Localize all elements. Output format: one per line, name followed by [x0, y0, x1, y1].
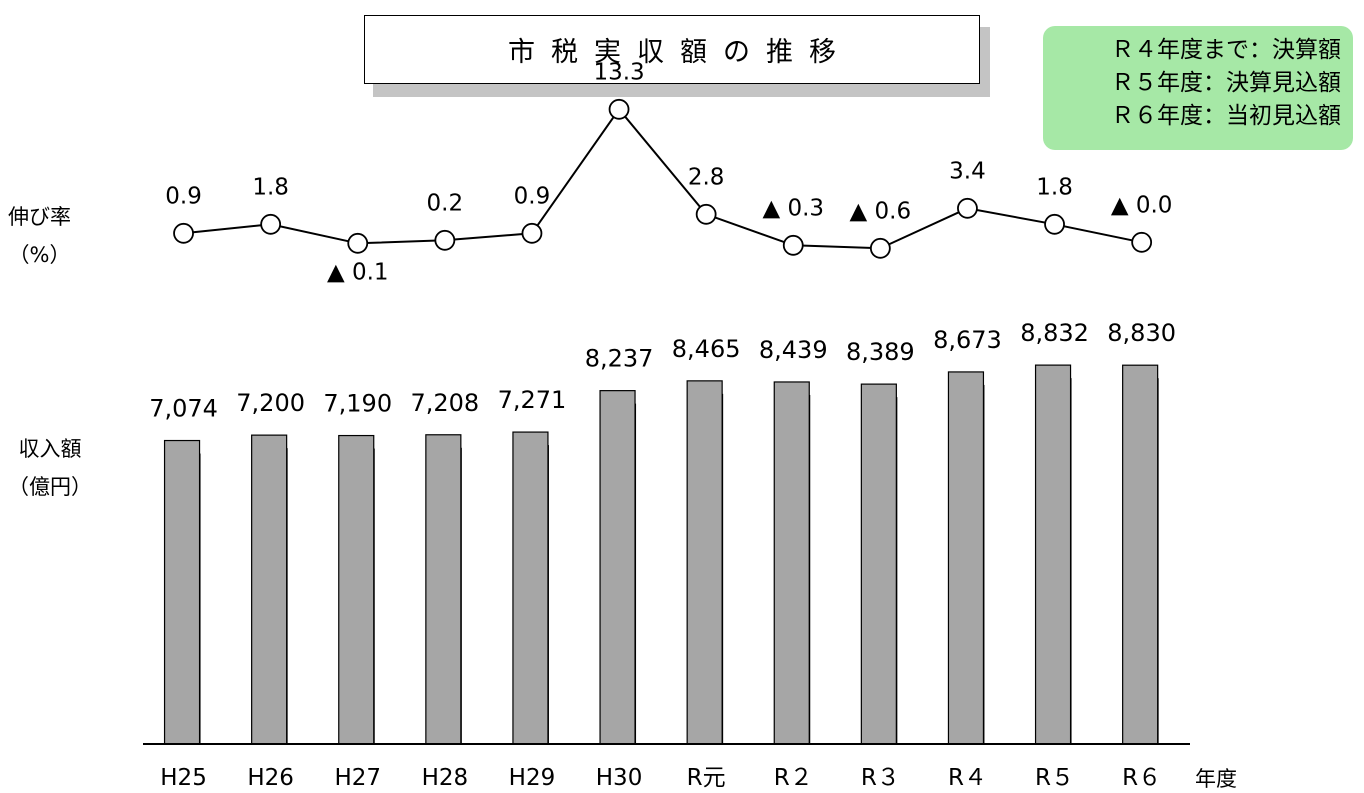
bar [251, 434, 288, 745]
growth-point [695, 203, 717, 225]
bar-value-label: 8,389 [846, 338, 915, 366]
bar [686, 380, 723, 745]
x-tick-label: R６ [1122, 765, 1161, 791]
bar [947, 371, 985, 745]
growth-value-label: 1.8 [252, 174, 289, 200]
bar [773, 381, 810, 745]
growth-value-label: 2.8 [688, 164, 725, 190]
growth-value-label: 3.4 [949, 158, 986, 184]
amount-axis-label-line1: 収入額 [18, 437, 82, 461]
growth-value-label: 0.9 [165, 183, 202, 209]
x-tick-label: R３ [861, 765, 900, 791]
note-line-2: Ｒ５年度：決算見込額 [1111, 70, 1341, 96]
growth-point [1131, 231, 1153, 253]
bar-value-label: 8,465 [672, 335, 741, 363]
amount-axis-label-line2: （億円） [8, 475, 92, 499]
x-tick-label: H30 [596, 765, 643, 791]
growth-point [173, 222, 194, 244]
x-tick-label: R２ [774, 765, 813, 791]
bar-value-label: 8,673 [933, 326, 1002, 354]
bar-value-label: 8,439 [759, 336, 828, 364]
x-axis-unit: 年度 [1195, 767, 1237, 791]
bar-value-label: 7,190 [323, 390, 392, 418]
bar-value-label: 7,271 [498, 386, 567, 414]
growth-point [869, 237, 891, 259]
x-tick-label: R４ [948, 765, 987, 791]
growth-point [521, 222, 543, 244]
growth-line [183, 107, 1142, 250]
bar [1122, 364, 1159, 745]
growth-axis-label-line1: 伸び率 [8, 205, 71, 229]
note-box: Ｒ４年度まで：決算額 Ｒ５年度：決算見込額 Ｒ６年度：当初見込額 [1043, 26, 1353, 150]
growth-point [347, 232, 369, 254]
note-line-1: Ｒ４年度まで：決算額 [1111, 37, 1341, 63]
bar-value-label: 7,208 [410, 389, 479, 417]
bar [860, 383, 897, 745]
bar [338, 434, 375, 745]
bar-value-label: 7,074 [149, 395, 218, 423]
growth-value-label: ▲ 0.1 [327, 259, 389, 285]
x-tick-label: H28 [422, 765, 469, 791]
growth-point [1044, 213, 1065, 235]
growth-value-label: ▲ 0.0 [1111, 192, 1173, 218]
growth-point [782, 234, 804, 256]
bar [1034, 364, 1072, 745]
growth-point [608, 98, 630, 120]
growth-axis-label-line2: （%） [8, 243, 71, 267]
growth-point [260, 213, 282, 235]
growth-axis-label: 伸び率 （%） [8, 198, 71, 274]
growth-value-label: 0.9 [514, 183, 551, 209]
bar-value-label: 7,200 [236, 389, 305, 417]
bar [163, 439, 201, 745]
amount-axis-label: 収入額 （億円） [8, 430, 92, 506]
bar [425, 434, 462, 745]
x-tick-label: H29 [509, 765, 556, 791]
note-line-3: Ｒ６年度：当初見込額 [1111, 103, 1341, 129]
growth-value-label: ▲ 0.3 [762, 195, 824, 221]
x-tick-label: H25 [160, 765, 207, 791]
bar [512, 431, 549, 745]
chart-title: 市税実収額の推移 [364, 15, 980, 84]
growth-value-label: 13.3 [593, 59, 644, 85]
growth-value-label: ▲ 0.6 [850, 198, 912, 224]
bar-value-label: 8,237 [585, 345, 654, 373]
x-tick-label: H26 [247, 765, 294, 791]
x-tick-label: H27 [334, 765, 381, 791]
x-tick-label: R５ [1035, 765, 1074, 791]
growth-value-label: 0.2 [427, 190, 464, 216]
bar-value-label: 8,832 [1020, 319, 1089, 347]
bar [599, 390, 636, 745]
growth-point [957, 197, 978, 219]
x-tick-label: R元 [687, 765, 726, 791]
bar-value-label: 8,830 [1107, 319, 1176, 347]
growth-point [434, 229, 456, 251]
growth-value-label: 1.8 [1036, 174, 1073, 200]
